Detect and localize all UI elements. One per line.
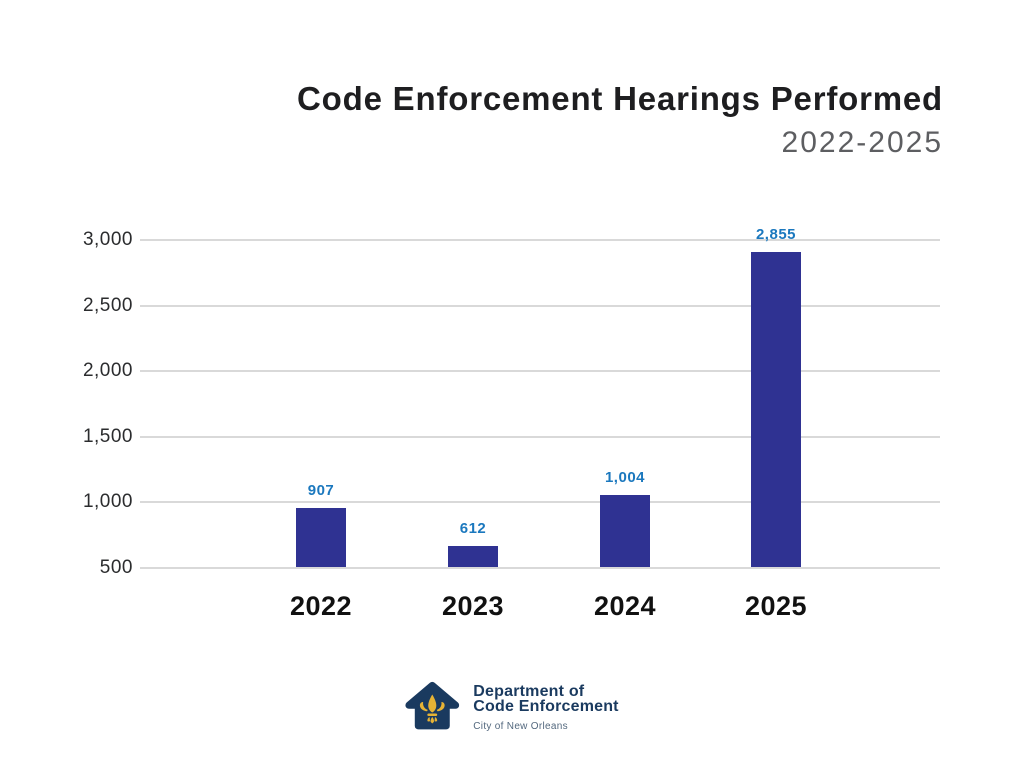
x-axis-tick-label: 2023: [441, 591, 505, 621]
gridline-2500: [140, 304, 940, 307]
bar-2025: [751, 252, 801, 568]
logo-org-line2: Code Enforcement: [473, 698, 619, 715]
bar-value-label: 1,004: [604, 468, 646, 486]
bar-value-label: 2,855: [755, 226, 797, 244]
x-axis-tick-label: 2022: [289, 591, 353, 621]
bar-2022: [296, 507, 346, 568]
gridline-2000: [140, 370, 940, 372]
y-axis-tick-label: 1,000: [82, 491, 133, 512]
bar-value-label: 612: [459, 520, 487, 538]
logo-org-line1: Department of: [473, 683, 585, 700]
gridline-500: [140, 566, 940, 569]
y-axis-tick-label: 3,000: [82, 229, 133, 250]
bar-2023: [448, 546, 498, 568]
gridline-1000: [140, 501, 940, 503]
logo-city-line: City of New Orleans: [473, 721, 568, 732]
department-logo: Department of Code Enforcement City of N…: [405, 678, 619, 733]
bar-value-label: 907: [307, 481, 335, 499]
gridline-1500: [140, 435, 940, 438]
gridline-3000: [140, 239, 940, 241]
x-axis-tick-label: 2025: [744, 591, 808, 621]
y-axis-tick-label: 2,500: [82, 294, 133, 316]
chart-header: Code Enforcement Hearings Performed 2022…: [297, 82, 943, 158]
x-axis-tick-label: 2024: [593, 591, 657, 621]
chart-subtitle: 2022-2025: [781, 126, 943, 159]
y-axis-tick-label: 500: [99, 556, 133, 578]
house-fleur-de-lis-icon: [405, 681, 460, 730]
y-axis-tick-label: 1,500: [82, 425, 133, 447]
bar-2024: [600, 494, 650, 568]
y-axis-tick-label: 2,000: [82, 360, 133, 381]
logo-text-block: Department of Code Enforcement City of N…: [473, 678, 619, 733]
chart-title: Code Enforcement Hearings Performed: [297, 80, 943, 117]
